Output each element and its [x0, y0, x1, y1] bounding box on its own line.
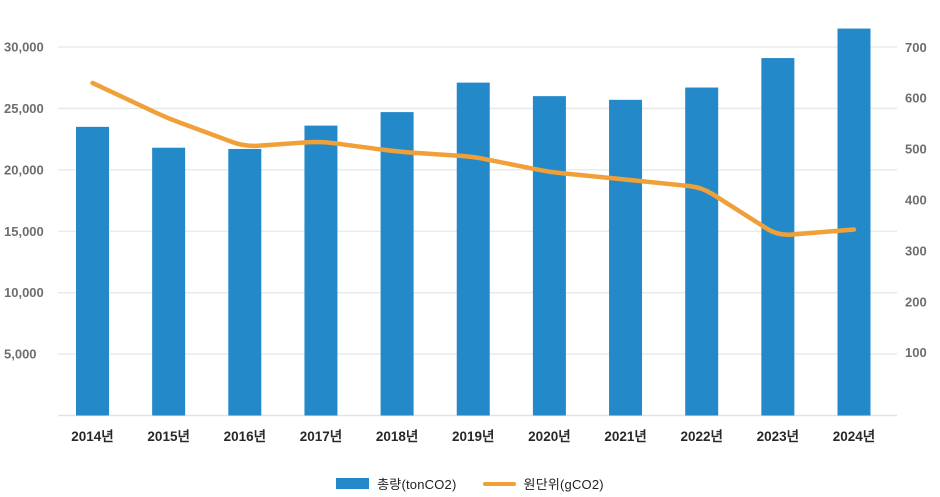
x-axis-label-2020년: 2020년	[528, 429, 570, 444]
bar-2014년[interactable]	[76, 126, 109, 416]
legend-item-total[interactable]: 총량(tonCO2)	[336, 474, 456, 493]
right-axis-tick-200: 200	[905, 294, 927, 309]
right-axis-tick-400: 400	[905, 193, 927, 208]
bar-series-swatch-icon	[336, 478, 370, 489]
x-axis-label-2023년: 2023년	[757, 429, 799, 444]
bar-2015년[interactable]	[152, 147, 186, 416]
left-axis-tick-30000: 30,000	[4, 40, 44, 55]
chart-canvas: 5,000 10,000 15,000 20,000 25,000 30,000 100 20…	[4, 28, 927, 444]
x-axis-label-2016년: 2016년	[224, 429, 266, 444]
legend-label-unit: 원단위(gCO2)	[523, 477, 604, 492]
right-axis-tick-600: 600	[905, 91, 927, 106]
line-series-swatch-icon	[482, 481, 516, 486]
legend-item-unit[interactable]: 원단위(gCO2)	[482, 474, 604, 493]
left-axis-tick-20000: 20,000	[4, 162, 44, 177]
x-axis-label-2021년: 2021년	[604, 429, 646, 444]
right-axis-tick-300: 300	[905, 243, 927, 258]
x-axis-label-2019년: 2019년	[452, 429, 494, 444]
x-axis-label-2024년: 2024년	[833, 429, 875, 444]
combo-chart: 5,000 10,000 15,000 20,000 25,000 30,000 100 20…	[4, 28, 927, 444]
x-axis-label-2022년: 2022년	[680, 429, 722, 444]
left-axis-tick-25000: 25,000	[4, 101, 44, 116]
x-axis-label-2017년: 2017년	[300, 429, 342, 444]
right-axis-tick-700: 700	[905, 40, 927, 55]
left-axis-tick-10000: 10,000	[4, 285, 44, 300]
bar-2018년[interactable]	[380, 112, 414, 416]
trend-line-unit-emissions[interactable]	[90, 80, 857, 237]
bar-2020년[interactable]	[532, 96, 566, 416]
bar-2021년[interactable]	[609, 99, 643, 416]
right-axis-tick-100: 100	[905, 345, 927, 360]
bar-2017년[interactable]	[304, 125, 338, 416]
chart-legend: 총량(tonCO2) 원단위(gCO2)	[0, 474, 940, 493]
x-axis-label-2018년: 2018년	[376, 429, 418, 444]
left-axis-tick-15000: 15,000	[4, 224, 44, 239]
bar-2022년[interactable]	[685, 87, 719, 416]
left-axis-tick-5000: 5,000	[4, 347, 37, 362]
x-axis-label-2014년: 2014년	[71, 429, 113, 444]
x-axis-label-2015년: 2015년	[147, 429, 189, 444]
right-axis-tick-500: 500	[905, 142, 927, 157]
bar-2024년[interactable]	[837, 28, 871, 416]
bar-2019년[interactable]	[456, 82, 490, 416]
legend-label-total: 총량(tonCO2)	[377, 477, 457, 492]
bar-2016년[interactable]	[228, 148, 262, 416]
